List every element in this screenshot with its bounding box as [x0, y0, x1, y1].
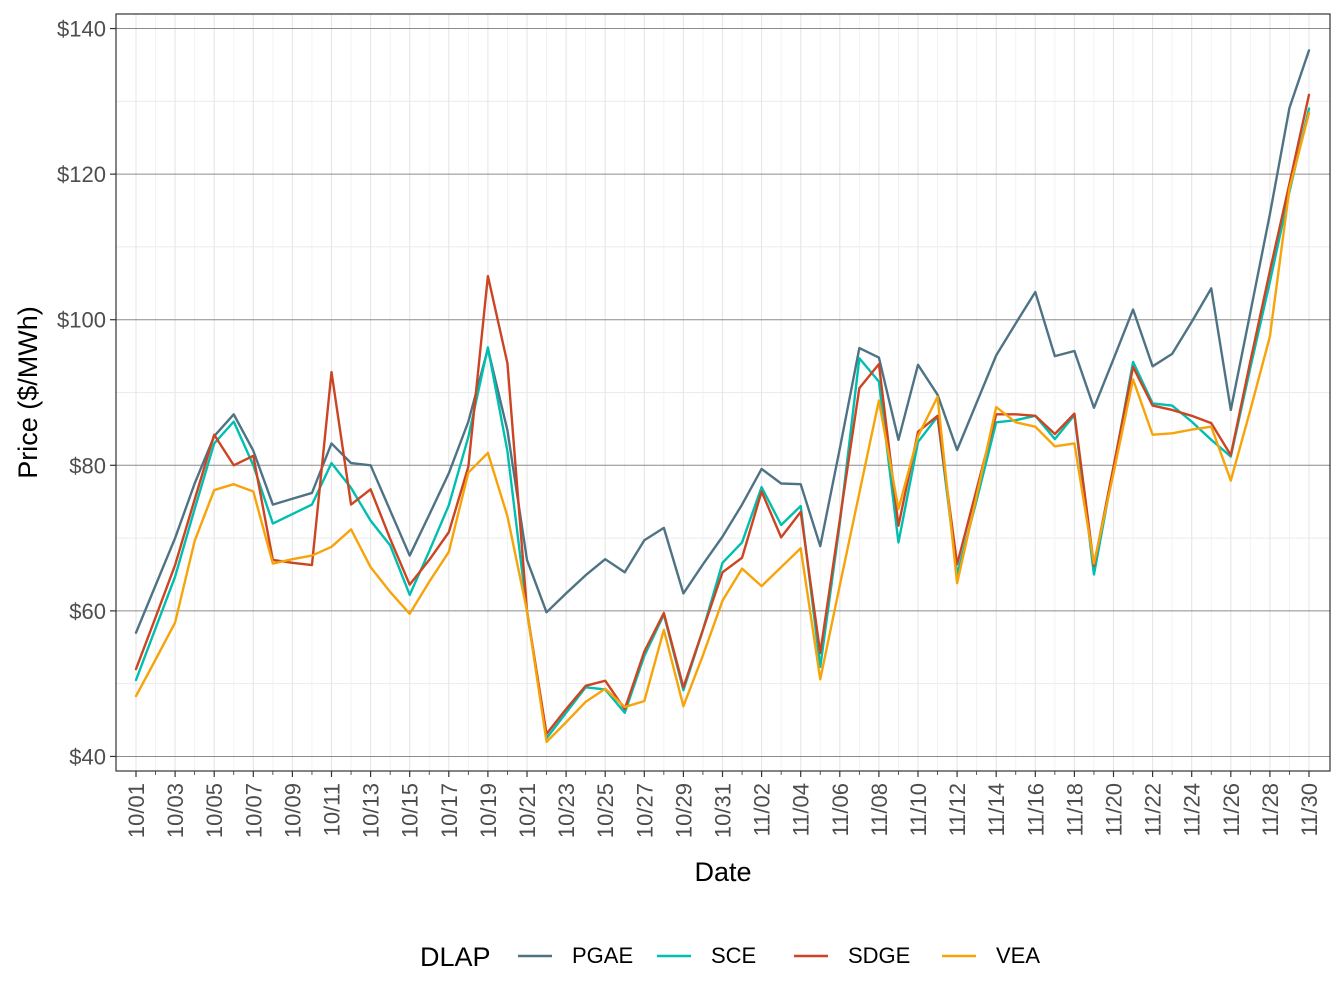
x-tick-label: 10/07 [241, 783, 266, 838]
legend-label-sce: SCE [711, 943, 756, 968]
x-tick-label: 11/02 [750, 783, 775, 836]
x-tick-label: 10/31 [711, 783, 736, 838]
legend-title: DLAP [420, 942, 491, 972]
x-tick-label: 11/04 [789, 783, 814, 836]
y-tick-label: $60 [69, 599, 106, 624]
x-tick-label: 10/15 [398, 783, 423, 838]
y-axis-title: Price ($/MWh) [13, 306, 43, 479]
x-tick-label: 10/05 [202, 783, 227, 838]
y-tick-label: $80 [69, 453, 106, 478]
y-tick-label: $100 [57, 308, 106, 333]
x-tick-label: 10/23 [554, 783, 579, 838]
x-tick-label: 11/30 [1297, 783, 1322, 836]
series-line-pgae [134, 49, 1311, 634]
series-line-vea [134, 111, 1311, 744]
x-tick-label: 11/28 [1258, 783, 1283, 836]
x-tick-label: 11/16 [1023, 783, 1048, 836]
x-tick-label: 10/21 [515, 783, 540, 838]
y-tick-label: $140 [57, 17, 106, 42]
x-tick-label: 10/01 [124, 783, 149, 838]
x-tick-label: 10/27 [632, 783, 657, 838]
y-tick-label: $120 [57, 162, 106, 187]
x-tick-label: 11/06 [828, 783, 853, 836]
x-tick-label: 10/19 [476, 783, 501, 838]
x-tick-label: 11/26 [1219, 783, 1244, 836]
x-tick-label: 11/10 [906, 783, 931, 836]
x-tick-label: 10/03 [163, 783, 188, 838]
x-tick-label: 10/17 [437, 783, 462, 838]
x-tick-label: 11/20 [1102, 783, 1127, 836]
x-tick-label: 11/14 [984, 783, 1009, 836]
x-tick-label: 10/13 [359, 783, 384, 838]
legend-label-sdge: SDGE [848, 943, 910, 968]
axes: $40 $60 $80 $100 $120 $140 10/01 10/03 10/05 10/0… [57, 17, 1322, 839]
x-tick-label: 11/08 [867, 783, 892, 836]
x-axis-title: Date [694, 857, 751, 887]
y-tick-label: $40 [69, 744, 106, 769]
legend-label-vea: VEA [996, 943, 1040, 968]
x-tick-label: 10/09 [280, 783, 305, 838]
x-tick-label: 11/18 [1062, 783, 1087, 836]
x-tick-label: 10/25 [593, 783, 618, 838]
legend: DLAP PGAE SCE SDGE VEA [420, 942, 1040, 972]
legend-label-pgae: PGAE [572, 943, 633, 968]
x-tick-label: 11/22 [1141, 783, 1166, 836]
x-tick-label: 11/24 [1180, 783, 1205, 836]
x-tick-label: 10/11 [320, 783, 345, 836]
series-line-sdge [134, 93, 1311, 736]
x-tick-label: 10/29 [671, 783, 696, 838]
series-lines [134, 49, 1311, 744]
x-tick-label: 11/12 [945, 783, 970, 836]
